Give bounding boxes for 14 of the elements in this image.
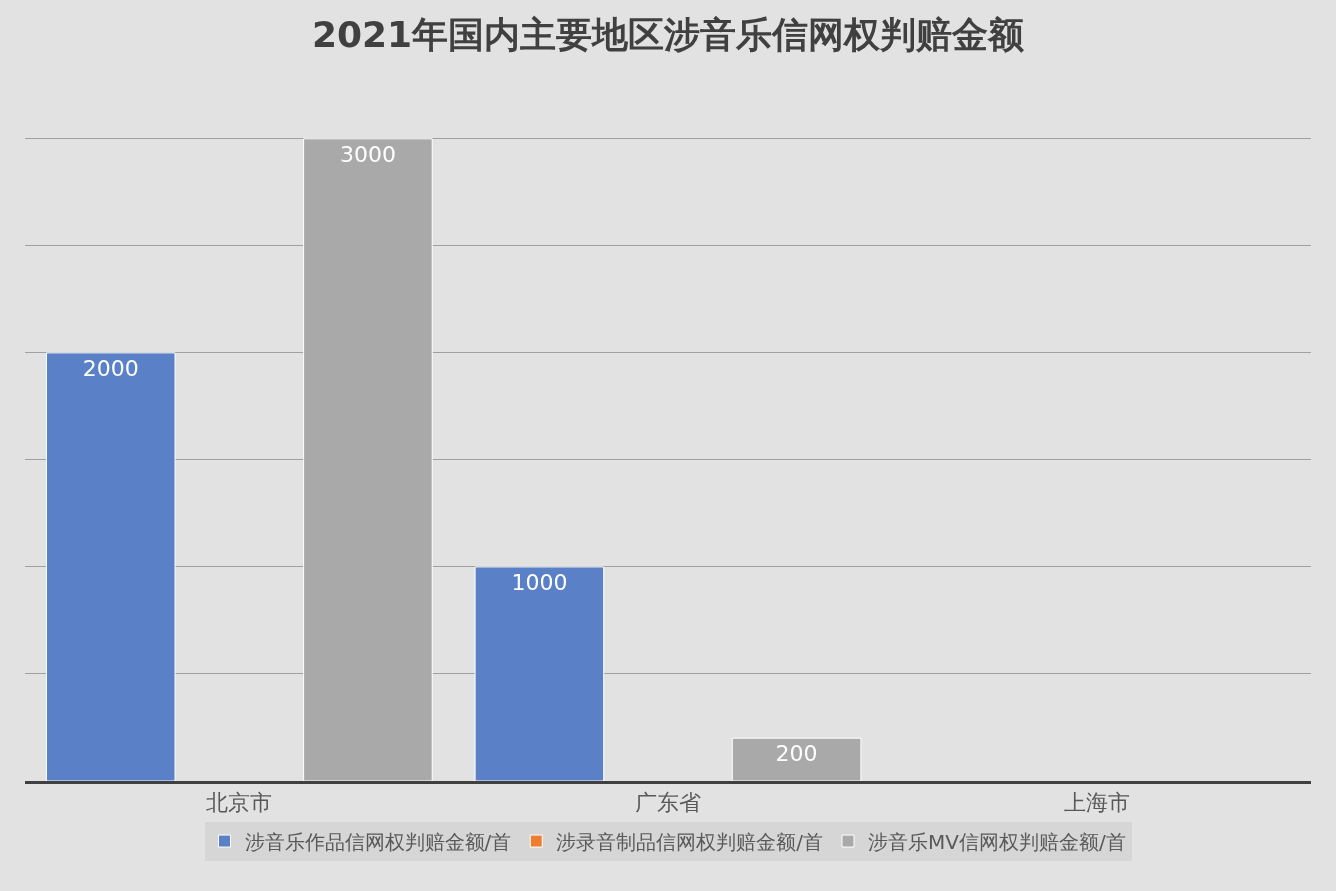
bar [474, 566, 605, 781]
bar [45, 352, 176, 781]
x-tick-label: 上海市 [1063, 790, 1130, 816]
x-tick-label: 广东省 [635, 790, 701, 816]
legend-label: 涉音乐MV信网权判赔金额/首 [868, 829, 1126, 854]
data-label: 200 [775, 741, 818, 767]
data-label: 1000 [511, 569, 568, 595]
data-label: 3000 [339, 141, 396, 167]
chart-title: 2021年国内主要地区涉音乐信网权判赔金额 [311, 14, 1025, 56]
x-tick-label: 北京市 [206, 790, 273, 816]
legend-label: 涉录音制品信网权判赔金额/首 [556, 829, 823, 854]
bar [731, 737, 862, 781]
data-label: 2000 [82, 355, 139, 381]
legend-label: 涉音乐作品信网权判赔金额/首 [244, 829, 512, 854]
